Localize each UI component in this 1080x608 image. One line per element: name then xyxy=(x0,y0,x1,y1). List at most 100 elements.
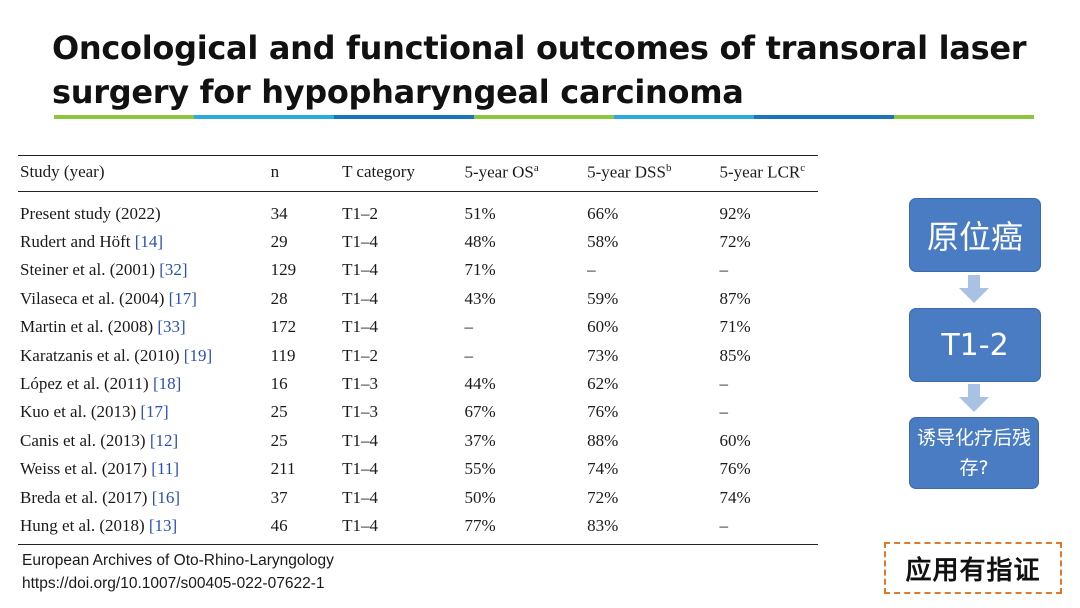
cell-dss: 73% xyxy=(587,345,619,365)
cell-t: T1–4 xyxy=(342,459,378,479)
study-name: Martin et al. (2008) xyxy=(20,317,158,337)
outcomes-table: Study (year) n T category 5-year OSa 5-year … xyxy=(18,155,818,545)
cell-dss: 58% xyxy=(587,232,619,252)
column-header: Study (year) xyxy=(18,155,269,192)
cell-lcr: 71% xyxy=(719,317,751,337)
reference-link[interactable]: [17] xyxy=(140,402,169,422)
cell-n: 34 xyxy=(270,203,288,223)
cell-n: 129 xyxy=(270,260,297,280)
cell-t: T1–4 xyxy=(342,232,378,252)
cell-t: T1–2 xyxy=(342,203,378,223)
study-cell: Weiss et al. (2017) [11] xyxy=(18,455,269,483)
cell-n: 119 xyxy=(270,345,296,365)
cell-lcr: 85% xyxy=(719,345,751,365)
column-header-label: T category xyxy=(342,162,415,182)
study-name: Canis et al. (2013) xyxy=(20,430,150,450)
journal-name: European Archives of Oto-Rhino-Laryngolo… xyxy=(22,552,334,569)
flow-box-t1-2: T1-2 xyxy=(909,308,1041,382)
cell-t: T1–4 xyxy=(342,430,378,450)
cell-os: 43% xyxy=(464,288,496,308)
cell-n: 16 xyxy=(270,374,288,393)
column-header: 5-year OSa xyxy=(462,155,586,192)
study-cell: Canis et al. (2013) [12] xyxy=(18,427,269,455)
cell-n: 28 xyxy=(270,288,288,308)
reference-link[interactable]: [11] xyxy=(151,459,179,479)
cell-dss: – xyxy=(587,260,596,280)
cell-n: 37 xyxy=(270,487,288,507)
cell-t: T1–4 xyxy=(342,260,378,280)
cell-n: 211 xyxy=(270,459,296,479)
underline-segment xyxy=(474,115,614,119)
cell-n: 25 xyxy=(270,402,288,422)
study-cell: Rudert and Höft [14] xyxy=(18,228,269,256)
cell-lcr: 76% xyxy=(719,459,751,479)
study-name: Vilaseca et al. (2004) xyxy=(20,288,169,308)
study-cell: Vilaseca et al. (2004) [17] xyxy=(18,285,269,313)
table-row: Canis et al. (2013) [12] 25 T1–4 37% 88% 60% xyxy=(18,427,818,455)
cell-t: T1–3 xyxy=(342,402,378,422)
study-cell: Steiner et al. (2001) [32] xyxy=(18,256,269,284)
underline-segment xyxy=(614,115,754,119)
table-row: Vilaseca et al. (2004) [17] 28 T1–4 43% 59% 8… xyxy=(18,285,818,313)
study-name: Breda et al. (2017) xyxy=(20,487,152,507)
table-row: Weiss et al. (2017) [11] 211 T1–4 55% 74% 76% xyxy=(18,455,818,483)
title-underline xyxy=(54,115,1034,119)
doi-link[interactable]: https://doi.org/10.1007/s00405-022-07622… xyxy=(22,575,325,592)
cell-t: T1–4 xyxy=(342,288,378,308)
cell-os: 50% xyxy=(464,487,496,507)
reference-link[interactable]: [19] xyxy=(183,345,213,365)
cell-t: T1–2 xyxy=(342,345,378,365)
cell-dss: 62% xyxy=(587,374,619,393)
table-row: Rudert and Höft [14] 29 T1–4 48% 58% 72% xyxy=(18,228,818,256)
cell-t: T1–4 xyxy=(342,317,378,337)
underline-segment xyxy=(334,115,474,119)
cell-os: 77% xyxy=(462,511,586,545)
cell-n: 172 xyxy=(270,317,297,337)
underline-segment xyxy=(54,115,194,119)
cell-lcr: 60% xyxy=(719,430,751,450)
cell-dss: 72% xyxy=(587,487,619,507)
reference-link[interactable]: [16] xyxy=(151,487,181,507)
cell-t: T1–4 xyxy=(340,511,463,545)
underline-segment xyxy=(894,115,1034,119)
indication-badge: 应用有指证 xyxy=(884,542,1062,594)
cell-os: – xyxy=(464,317,473,337)
cell-lcr: – xyxy=(717,511,818,545)
cell-n: 46 xyxy=(268,511,341,545)
cell-dss: 59% xyxy=(587,288,619,308)
reference-link[interactable]: [33] xyxy=(157,317,186,337)
cell-lcr: – xyxy=(719,260,729,280)
table-row: Karatzanis et al. (2010) [19] 119 T1–2–73%… xyxy=(18,342,818,370)
column-header-label: Study (year) xyxy=(20,162,105,182)
cell-os: 44% xyxy=(464,374,496,393)
cell-n: 25 xyxy=(270,430,288,450)
study-name: Steiner et al. (2001) xyxy=(20,260,160,280)
cell-lcr: 92% xyxy=(719,203,751,223)
reference-link[interactable]: [18] xyxy=(152,374,182,393)
reference-link[interactable]: [32] xyxy=(159,260,188,280)
reference-link[interactable]: [12] xyxy=(149,430,179,450)
cell-os: 48% xyxy=(464,232,496,252)
cell-dss: 76% xyxy=(587,402,619,422)
study-name: Karatzanis et al. (2010) xyxy=(20,345,184,365)
cell-os: 51% xyxy=(464,203,496,223)
study-cell: López et al. (2011) [18] xyxy=(18,370,269,398)
cell-dss: 66% xyxy=(587,203,619,223)
cell-os: 67% xyxy=(464,402,496,422)
table-header-row: Study (year) n T category 5-year OSa 5-year … xyxy=(18,155,818,192)
reference-link[interactable]: [17] xyxy=(168,288,197,308)
flow-box-residual-after-induction: 诱导化疗后残存? xyxy=(909,417,1039,489)
study-cell: Karatzanis et al. (2010) [19] xyxy=(18,342,269,370)
cell-n: 29 xyxy=(270,232,288,252)
reference-link[interactable]: [14] xyxy=(134,232,164,252)
cell-lcr: 74% xyxy=(719,487,751,507)
column-header: T category xyxy=(340,155,463,192)
cell-os: – xyxy=(464,345,473,365)
table-row: Breda et al. (2017) [16] 37 T1–4 50% 72% 74% xyxy=(18,484,818,512)
footnote-marker: c xyxy=(800,162,806,174)
column-header: n xyxy=(268,155,341,192)
reference-link[interactable]: [13] xyxy=(148,515,178,535)
study-name: López et al. (2011) xyxy=(20,374,153,393)
table-body: Present study (2022) 34 T1–2 51% 66% 92% Ruder… xyxy=(18,191,818,545)
arrow-down-icon xyxy=(959,275,989,305)
